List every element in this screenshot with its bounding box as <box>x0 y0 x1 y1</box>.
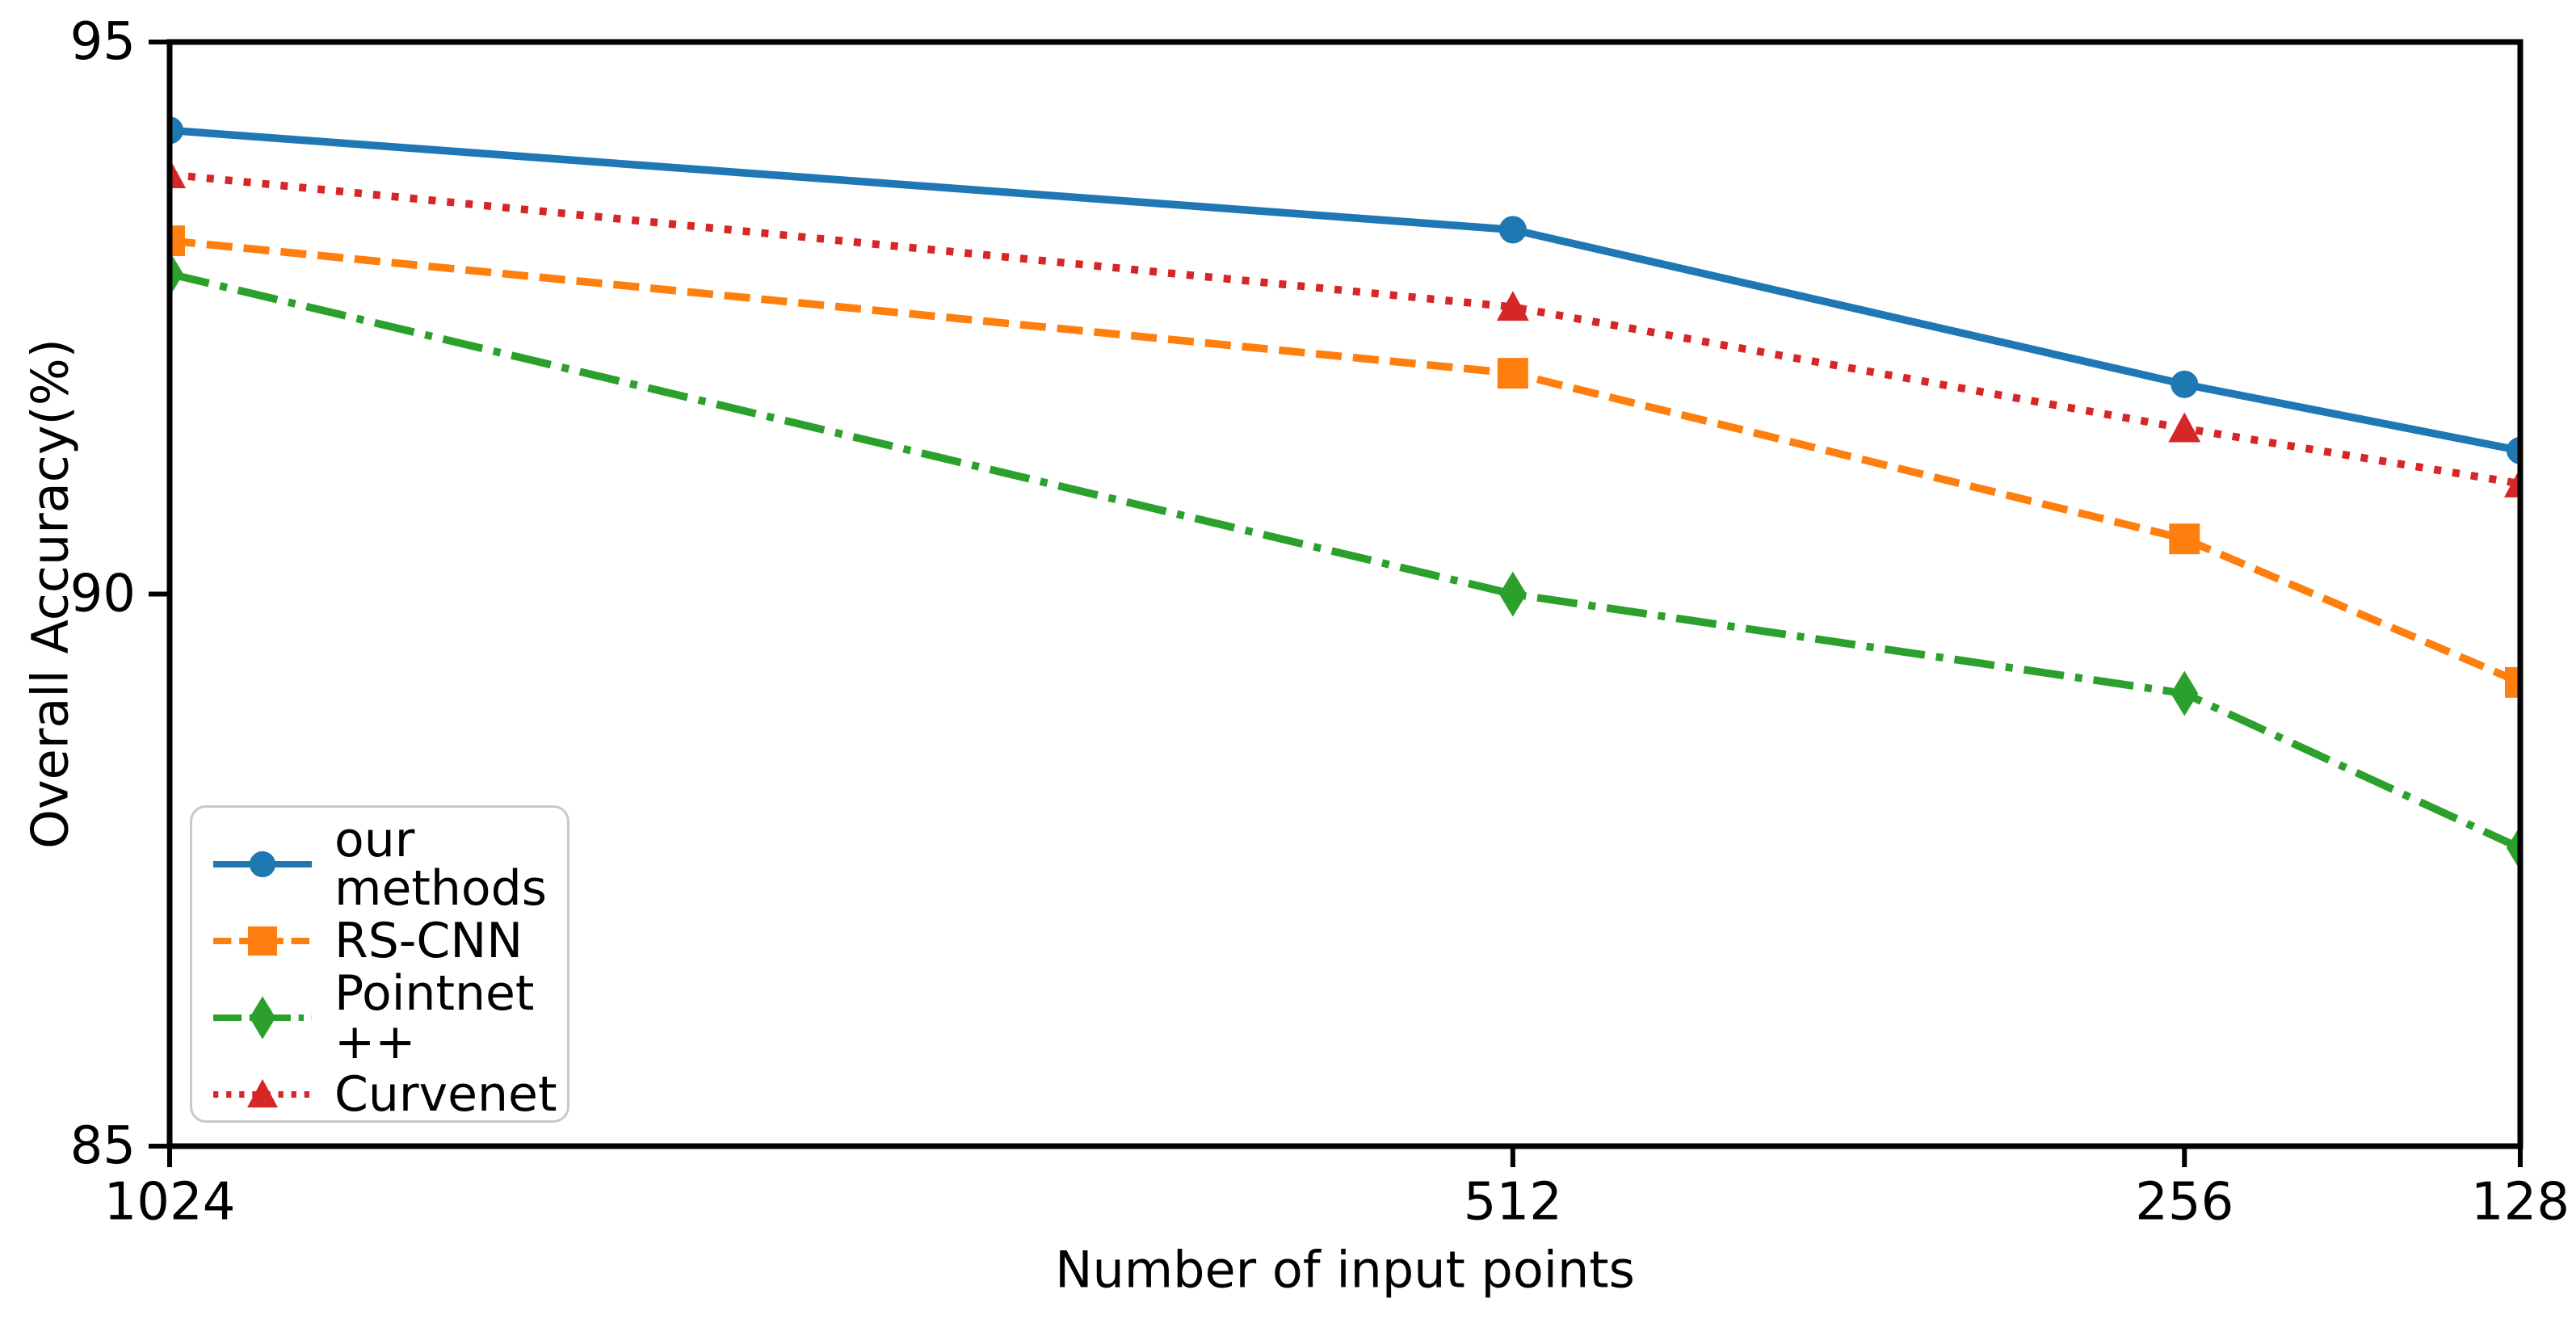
series-pointnet- <box>170 251 2520 871</box>
y-tick-label: 95 <box>70 12 136 72</box>
legend-sample-diamond-icon <box>213 996 312 1040</box>
legend-marker <box>249 851 276 878</box>
series-line <box>170 126 2520 455</box>
legend-label: our methods <box>334 812 547 917</box>
data-point-marker <box>2170 670 2199 716</box>
y-tick-label: 85 <box>70 1116 136 1176</box>
data-point-marker <box>170 116 183 145</box>
data-point-marker <box>2168 412 2201 443</box>
legend-label: Pointnet ++ <box>334 965 535 1070</box>
legend-marker <box>247 1079 278 1108</box>
data-point-marker <box>1498 571 1527 617</box>
x-axis-title: Number of input points <box>1055 1240 1635 1300</box>
legend-sample-triangle-icon <box>213 1079 312 1108</box>
series-our-methods <box>170 116 2520 464</box>
plot-series-group <box>170 116 2520 871</box>
legend-item-our-methods: our methods <box>212 816 548 913</box>
data-point-marker <box>2169 523 2200 555</box>
data-point-marker <box>2507 825 2520 871</box>
data-point-marker <box>1496 291 1529 321</box>
data-point-marker <box>2505 666 2520 698</box>
data-point-marker <box>170 251 183 297</box>
series-curvenet <box>170 158 2520 498</box>
series-line <box>170 270 2520 852</box>
legend-sample-circle-icon <box>213 851 312 878</box>
legend-label: Curvenet <box>334 1066 557 1123</box>
series-line <box>170 170 2520 488</box>
data-point-marker <box>2504 467 2520 498</box>
data-point-marker <box>1498 216 1527 244</box>
series-rs-cnn <box>170 225 2520 698</box>
x-tick-label: 256 <box>2135 1172 2234 1232</box>
data-point-marker <box>2507 436 2520 464</box>
y-axis-title: Overall Accuracy(%) <box>20 338 80 849</box>
y-tick-label: 90 <box>70 565 136 624</box>
legend-item-curvenet: Curvenet <box>212 1066 557 1123</box>
legend-marker <box>247 926 278 956</box>
data-point-marker <box>170 158 186 189</box>
legend-item-pointnet-: Pointnet ++ <box>212 969 548 1066</box>
legend: our methods RS-CNN Pointnet ++ Curvenet <box>190 805 569 1123</box>
legend-item-rs-cnn: RS-CNN <box>212 913 548 969</box>
legend-sample-square-icon <box>213 926 312 956</box>
legend-marker <box>249 996 276 1040</box>
data-point-marker <box>170 225 185 257</box>
x-tick-label: 512 <box>1464 1172 1562 1232</box>
series-line <box>170 237 2520 687</box>
data-point-marker <box>1497 358 1528 389</box>
legend-label: RS-CNN <box>334 913 523 969</box>
data-point-marker <box>2170 370 2199 398</box>
x-tick-label: 128 <box>2471 1172 2570 1232</box>
x-tick-label: 1024 <box>104 1172 236 1232</box>
